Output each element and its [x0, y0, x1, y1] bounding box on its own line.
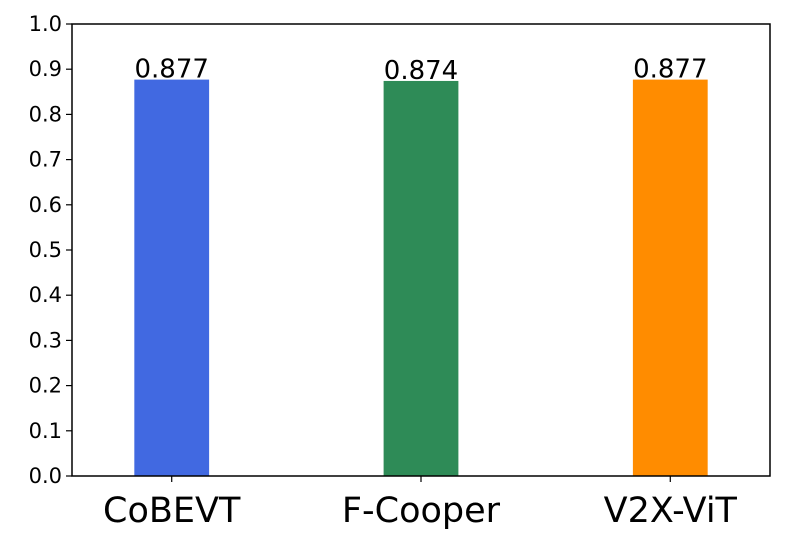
bar-v2x-vit [632, 79, 708, 476]
bar-series [134, 79, 708, 477]
bar-cobevt [134, 79, 210, 476]
y-tick-label: 0.2 [29, 374, 62, 398]
data-label-v2x-vit: 0.877 [633, 55, 707, 85]
x-tick-label-v2x-vit: V2X-ViT [604, 491, 738, 531]
data-label-cobevt: 0.877 [134, 55, 208, 85]
y-tick-label: 1.0 [29, 12, 62, 36]
bar-f-cooper [383, 80, 459, 477]
x-tick-label-cobevt: CoBEVT [103, 491, 241, 531]
y-tick-label: 0.0 [29, 464, 62, 488]
data-label-f-cooper: 0.874 [384, 56, 458, 86]
y-tick-label: 0.1 [29, 419, 62, 443]
y-tick-label: 0.3 [29, 328, 62, 352]
y-tick-label: 0.4 [29, 283, 62, 307]
y-tick-label: 0.5 [29, 238, 62, 262]
y-tick-label: 0.6 [29, 193, 62, 217]
x-tick-label-f-cooper: F-Cooper [342, 491, 501, 531]
data-labels: 0.877 0.874 0.877 [134, 55, 707, 86]
y-axis: 0.0 0.1 0.2 0.3 0.4 0.5 0.6 0.7 0.8 0.9 1.0 [29, 12, 72, 488]
y-tick-label: 0.9 [29, 57, 62, 81]
y-tick-label: 0.8 [29, 102, 62, 126]
x-axis: CoBEVT F-Cooper V2X-ViT [103, 476, 738, 531]
y-tick-label: 0.7 [29, 148, 62, 172]
